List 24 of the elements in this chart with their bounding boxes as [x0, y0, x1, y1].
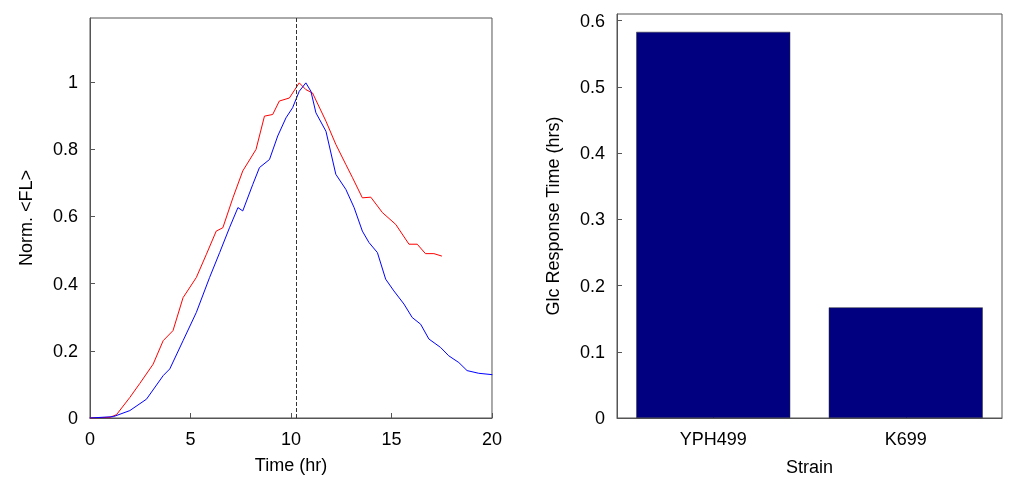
- y-tick-label: 0.3: [579, 209, 605, 230]
- x-tick-label: 0: [84, 429, 96, 449]
- y-tick-label: 0.8: [52, 139, 78, 160]
- y-tick-label: 0.2: [52, 340, 78, 361]
- y-tick-label: 0.6: [579, 10, 605, 31]
- x-tick-label: 15: [381, 429, 402, 449]
- y-tick-label: 0.4: [579, 143, 605, 164]
- y-axis-title: Norm. <FL>: [16, 169, 36, 267]
- x-axis-title: Time (hr): [254, 455, 328, 475]
- x-axis-title: Strain: [785, 457, 834, 477]
- y-axis-title: Glc Response Time (hrs): [543, 116, 563, 316]
- x-tick-label: K699: [884, 429, 927, 449]
- y-tick-label: 0.2: [579, 275, 605, 296]
- y-tick-label: 0.5: [579, 76, 605, 97]
- x-tick-label: YPH499: [679, 429, 747, 449]
- y-tick-label: 0: [594, 408, 605, 428]
- y-tick-label: 1: [67, 71, 78, 92]
- y-tick-label: 0.4: [52, 273, 78, 294]
- y-tick-label: 0.6: [52, 206, 78, 227]
- y-tick-label: 0: [67, 408, 78, 428]
- y-tick-label: 0.1: [579, 341, 605, 362]
- x-tick-label: 10: [280, 429, 302, 449]
- x-tick-label: 20: [481, 429, 502, 449]
- x-tick-label: 5: [185, 429, 196, 449]
